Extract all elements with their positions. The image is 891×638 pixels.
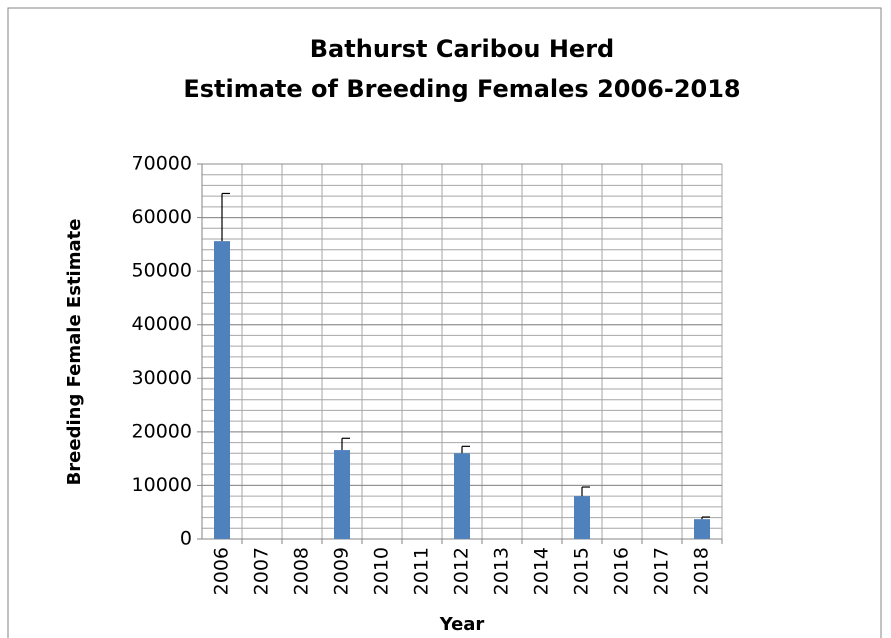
bar [214, 241, 230, 539]
chart-subtitle: Estimate of Breeding Females 2006-2018 [183, 75, 740, 103]
bar [574, 496, 590, 539]
x-tick-label: 2006 [211, 547, 233, 595]
y-tick-label: 30000 [132, 367, 192, 389]
y-tick-label: 40000 [132, 313, 192, 335]
y-tick-label: 60000 [132, 206, 192, 228]
x-tick-label: 2010 [371, 547, 393, 595]
x-tick-label: 2011 [411, 547, 433, 595]
bar [454, 453, 470, 539]
y-tick-label: 20000 [132, 420, 192, 442]
x-tick-label: 2009 [331, 547, 353, 595]
y-tick-label: 50000 [132, 260, 192, 282]
x-tick-label: 2012 [451, 547, 473, 595]
x-tick-label: 2016 [611, 547, 633, 595]
x-tick-label: 2014 [531, 547, 553, 595]
y-tick-label: 70000 [132, 153, 192, 175]
bar [334, 450, 350, 539]
x-tick-label: 2013 [491, 547, 513, 595]
x-axis-title: Year [439, 614, 485, 635]
bar [694, 519, 710, 539]
x-tick-label: 2015 [571, 547, 593, 595]
x-tick-label: 2017 [651, 547, 673, 595]
chart-title: Bathurst Caribou Herd [310, 35, 614, 63]
x-tick-label: 2007 [251, 547, 273, 595]
x-tick-label: 2018 [691, 547, 713, 595]
y-tick-label: 0 [180, 528, 192, 550]
x-tick-label: 2008 [291, 547, 313, 595]
y-axis-title: Breeding Female Estimate [64, 219, 85, 486]
chart-border [7, 7, 882, 638]
y-tick-label: 10000 [132, 474, 192, 496]
